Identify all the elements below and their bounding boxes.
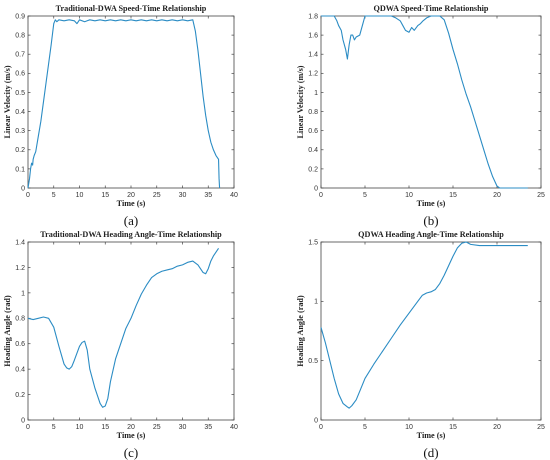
x-tick-label: 30 [179,192,187,199]
x-tick-label: 25 [153,192,161,199]
x-tick-label: 5 [52,192,56,199]
x-tick-label: 30 [179,424,187,431]
y-tick-label: 0.7 [15,52,25,59]
plot-area [27,241,235,421]
plot-area [320,15,542,189]
x-axis-label: Time (s) [117,431,146,440]
y-tick-label: 0.6 [15,71,25,78]
y-tick-label: 1 [314,90,318,97]
y-tick-label: 1.4 [308,52,318,59]
x-tick-label: 20 [493,192,501,199]
panel-label: (a) [124,213,138,228]
y-tick-label: 0 [21,417,25,424]
chart-title: Traditional-DWA Heading Angle-Time Relat… [40,230,222,239]
x-tick-label: 25 [537,192,545,199]
series-line [320,241,528,409]
y-tick-label: 0.6 [308,128,318,135]
x-tick-label: 15 [101,424,109,431]
y-axis-label: Linear Velocity (m/s) [296,65,305,138]
chart-title: QDWA Speed-Time Relationship [374,4,489,13]
x-tick-label: 0 [26,192,30,199]
y-tick-label: 0.8 [15,316,25,323]
y-axis-label: Linear Velocity (m/s) [3,65,12,138]
x-tick-label: 10 [76,192,84,199]
x-axis-label: Time (s) [417,431,446,440]
panel-label: (d) [423,445,438,460]
x-tick-label: 15 [449,424,457,431]
y-tick-label: 0 [314,185,318,192]
x-axis-label: Time (s) [417,199,446,208]
x-tick-label: 35 [204,424,212,431]
x-tick-label: 10 [405,424,413,431]
x-tick-label: 5 [363,192,367,199]
x-tick-label: 40 [230,192,238,199]
x-tick-label: 15 [449,192,457,199]
y-tick-label: 0.5 [15,90,25,97]
chart-title: QDWA Heading Angle-Time Relationship [358,230,504,239]
panel-a: Traditional-DWA Speed-Time Relationship 0… [3,4,238,228]
y-tick-label: 1.2 [15,265,25,272]
y-tick-label: 0.4 [15,367,25,374]
x-tick-label: 10 [76,424,84,431]
x-tick-label: 5 [363,424,367,431]
y-tick-label: 0.8 [15,33,25,40]
y-tick-label: 0.6 [15,341,25,348]
x-tick-label: 5 [52,424,56,431]
panel-label: (b) [423,213,438,228]
x-tick-label: 40 [230,424,238,431]
y-axis-label: Heading Angle (rad) [296,295,305,367]
x-tick-label: 0 [319,424,323,431]
panel-label: (c) [124,445,138,460]
y-tick-label: 1 [314,299,318,306]
x-tick-label: 0 [26,424,30,431]
x-tick-label: 20 [493,424,501,431]
y-tick-label: 0.4 [308,147,318,154]
y-tick-label: 1.4 [15,239,25,246]
y-tick-label: 0.2 [308,166,318,173]
x-tick-label: 20 [127,424,135,431]
y-tick-label: 1.2 [308,71,318,78]
y-tick-label: 0.3 [15,128,25,135]
y-tick-label: 0.5 [308,358,318,365]
y-axis-label: Heading Angle (rad) [3,295,12,367]
y-tick-label: 0.9 [15,13,25,20]
y-tick-label: 0.8 [308,109,318,116]
y-tick-label: 0 [314,417,318,424]
series-line [321,15,528,189]
x-tick-label: 0 [319,192,323,199]
plot-area [27,15,235,189]
series-line [27,248,220,408]
y-tick-label: 0.4 [15,109,25,116]
x-tick-label: 15 [101,192,109,199]
x-tick-label: 10 [405,192,413,199]
series-line [27,19,221,189]
x-tick-label: 25 [537,424,545,431]
chart-title: Traditional-DWA Speed-Time Relationship [56,4,207,13]
y-tick-label: 1.5 [308,239,318,246]
y-tick-label: 1.8 [308,13,318,20]
x-tick-label: 25 [153,424,161,431]
y-tick-label: 0.2 [15,147,25,154]
panel-c: Traditional-DWA Heading Angle-Time Relat… [3,230,238,460]
y-tick-label: 0.2 [15,392,25,399]
y-tick-label: 1.6 [308,33,318,40]
y-tick-label: 1 [21,290,25,297]
y-tick-label: 0 [21,185,25,192]
x-tick-label: 35 [204,192,212,199]
panel-b: QDWA Speed-Time Relationship 0 5 10 15 20 25 0 0… [296,4,545,228]
plot-area [320,241,542,421]
y-tick-label: 0.1 [15,166,25,173]
x-tick-label: 20 [127,192,135,199]
x-axis-label: Time (s) [117,199,146,208]
